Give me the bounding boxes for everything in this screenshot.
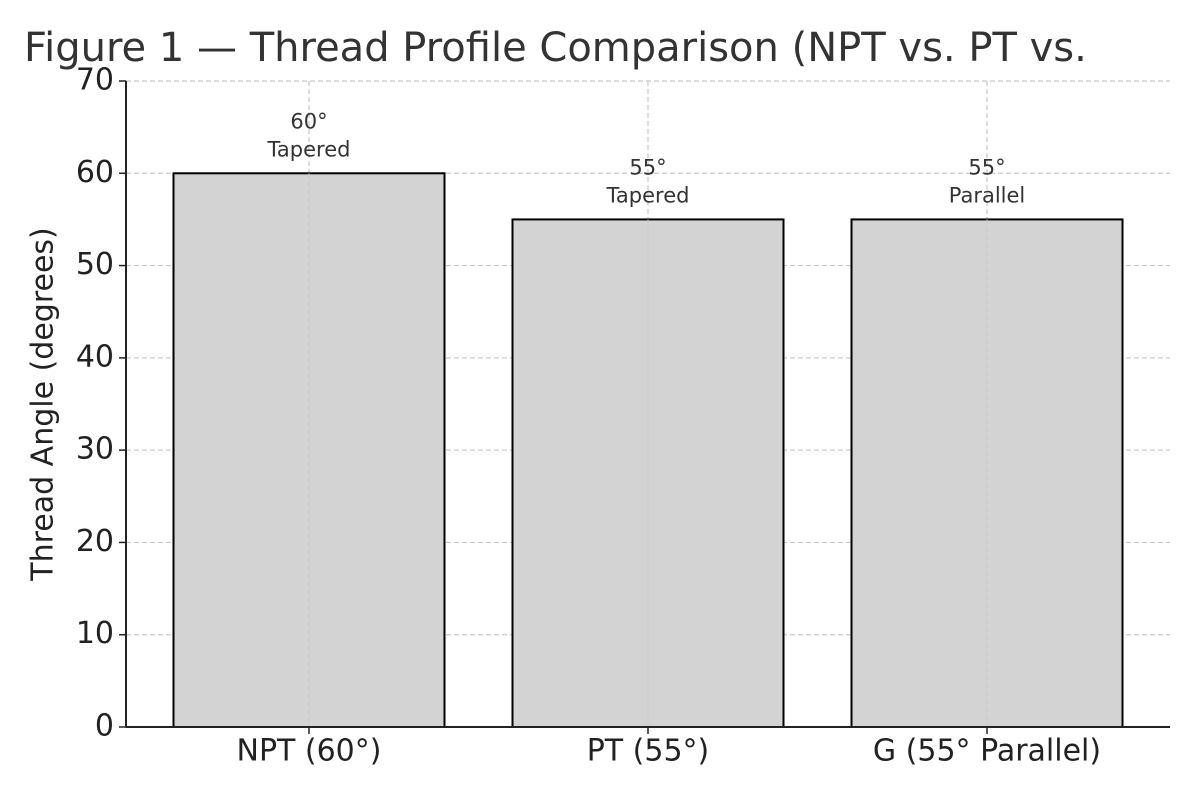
value-label: 60° [290,109,327,133]
value-label: 55° [968,155,1005,179]
y-tick-label: 60 [76,155,114,190]
value-label: 55° [629,155,666,179]
x-tick-label: NPT (60°) [237,734,382,769]
profile-label: Tapered [606,183,690,207]
y-tick-label: 10 [76,616,114,651]
y-tick-label: 20 [76,524,114,559]
y-axis-label: Thread Angle (degrees) [26,227,61,582]
y-tick-label: 70 [76,63,114,98]
y-tick-label: 40 [76,339,114,374]
y-tick-label: 0 [95,709,114,744]
profile-label: Tapered [267,137,351,161]
chart-title: Figure 1 — Thread Profile Comparison (NP… [24,25,1087,71]
y-tick-label: 50 [76,247,114,282]
y-tick-label: 30 [76,432,114,467]
x-tick-label: G (55° Parallel) [873,734,1101,769]
profile-label: Parallel [949,183,1026,207]
x-tick-label: PT (55°) [587,734,710,769]
